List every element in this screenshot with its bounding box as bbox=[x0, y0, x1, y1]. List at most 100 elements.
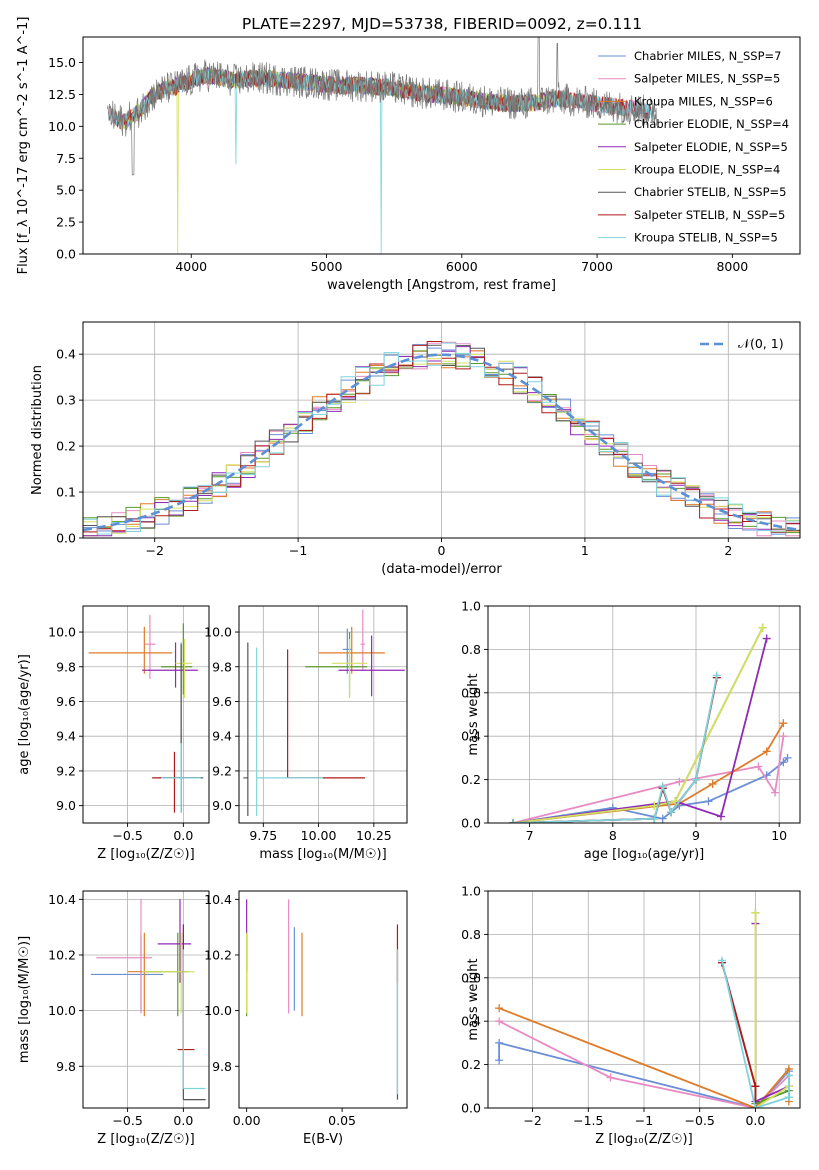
plus-marker bbox=[675, 777, 684, 786]
legend: Chabrier MILES, N_SSP=7 Salpeter MILES, N… bbox=[598, 49, 789, 245]
errorbar-point bbox=[338, 635, 405, 697]
x-tick-label: −1 bbox=[635, 1113, 653, 1128]
y-axis-label: mass weight bbox=[466, 673, 481, 755]
plus-marker bbox=[779, 732, 788, 741]
y-axis-label: Flux [f_λ 10^-17 erg cm^-2 s^-1 A^-1] bbox=[16, 17, 31, 275]
y-tick-label: 9.6 bbox=[56, 694, 76, 709]
y-tick-label: 0.0 bbox=[56, 531, 76, 546]
x-axis-label: Z [log₁₀(Z/Z☉)] bbox=[97, 1132, 194, 1147]
plus-marker bbox=[495, 1004, 504, 1013]
plot-area bbox=[83, 341, 800, 537]
y-tick-label: 10.4 bbox=[204, 892, 232, 907]
plus-marker bbox=[751, 1104, 760, 1108]
plus-marker bbox=[495, 1038, 504, 1047]
y-tick-label: 7.5 bbox=[56, 151, 76, 166]
plus-marker bbox=[783, 753, 792, 762]
errorbar-point bbox=[182, 949, 206, 1090]
chart-spectrum: 4000 5000 6000 7000 8000 0.0 2.5 5.0 7.5 10.0 12.5… bbox=[16, 17, 801, 293]
y-tick-label: 0.2 bbox=[56, 439, 76, 454]
plus-marker bbox=[771, 788, 780, 797]
plus-marker bbox=[762, 747, 771, 756]
y-tick-label: 10.2 bbox=[204, 947, 232, 962]
errorbar-point bbox=[144, 614, 156, 679]
plot-area bbox=[243, 609, 405, 817]
y-tick-label: 0.4 bbox=[461, 1014, 481, 1029]
plus-marker bbox=[762, 634, 771, 643]
y-tick-label: 10.2 bbox=[48, 947, 76, 962]
x-tick-label: 0.05 bbox=[328, 1113, 356, 1128]
y-tick-label: 10.0 bbox=[204, 1003, 232, 1018]
y-tick-label: 0.6 bbox=[461, 970, 481, 985]
x-tick-label: 4000 bbox=[175, 259, 207, 274]
x-axis-label: wavelength [Angstrom, rest frame] bbox=[327, 278, 556, 293]
y-tick-label: 0.4 bbox=[56, 347, 76, 362]
y-tick-label: 9.8 bbox=[56, 1059, 76, 1074]
legend-entry: 𝒩(0, 1) bbox=[738, 336, 784, 351]
y-tick-label: 10.0 bbox=[48, 119, 76, 134]
errorbar-point bbox=[318, 626, 385, 674]
plus-marker bbox=[708, 779, 717, 788]
errorbar-point bbox=[152, 751, 203, 813]
legend-entry: Salpeter ELODIE, N_SSP=5 bbox=[634, 140, 788, 154]
chart-age-vs-mass: 9.75 10.00 10.25 9.0 9.2 9.4 9.6 9.8 10.0 mass [l… bbox=[204, 605, 408, 862]
x-axis-label: mass [log₁₀(M/M☉)] bbox=[259, 847, 386, 862]
y-tick-label: 1.0 bbox=[461, 884, 481, 899]
y-tick-label: 0.4 bbox=[461, 729, 481, 744]
mass-weight-series bbox=[498, 1020, 790, 1108]
mass-weight-series bbox=[512, 675, 718, 823]
chart-residuals: −2 −1 0 1 2 0.0 0.1 0.2 0.3 0.4 (data-model)/error… bbox=[30, 321, 801, 577]
x-tick-label: 9 bbox=[692, 828, 700, 843]
x-tick-label: 10 bbox=[771, 828, 787, 843]
axes-frame bbox=[487, 605, 801, 824]
x-axis-label: age [log₁₀(age/yr)] bbox=[584, 847, 705, 862]
y-axis-label: mass [log₁₀(M/M☉)] bbox=[17, 936, 32, 1063]
y-tick-label: 9.2 bbox=[212, 763, 232, 778]
figure-title: PLATE=2297, MJD=53738, FIBERID=0092, z=0… bbox=[242, 15, 642, 33]
x-tick-label: 5000 bbox=[311, 259, 343, 274]
errorbar-point bbox=[360, 609, 365, 671]
plus-marker bbox=[751, 1082, 760, 1091]
y-tick-label: 2.5 bbox=[56, 215, 76, 230]
plus-marker bbox=[716, 812, 725, 821]
plot-area bbox=[88, 614, 204, 813]
x-tick-label: 0.0 bbox=[745, 1113, 765, 1128]
y-tick-label: 9.2 bbox=[56, 763, 76, 778]
x-tick-label: 9.75 bbox=[249, 828, 277, 843]
x-tick-label: 1 bbox=[581, 543, 589, 558]
y-tick-label: 9.0 bbox=[56, 798, 76, 813]
errorbar-point bbox=[161, 623, 193, 695]
errorbar-point bbox=[157, 899, 192, 983]
y-tick-label: 0.1 bbox=[56, 485, 76, 500]
mass-weight-series bbox=[512, 677, 718, 823]
x-tick-label: 8000 bbox=[716, 259, 748, 274]
y-tick-label: 9.8 bbox=[56, 659, 76, 674]
plus-marker bbox=[508, 819, 517, 823]
errorbar-point bbox=[243, 642, 249, 817]
plus-marker bbox=[692, 775, 700, 784]
y-tick-label: 9.6 bbox=[212, 694, 232, 709]
histogram-step bbox=[83, 342, 800, 537]
errorbar-point bbox=[287, 649, 365, 779]
x-tick-label: 2 bbox=[724, 543, 732, 558]
y-tick-label: 9.4 bbox=[212, 729, 232, 744]
errorbar-point bbox=[96, 899, 153, 1014]
legend-entry: Chabrier MILES, N_SSP=7 bbox=[634, 49, 781, 63]
x-axis-label: (data-model)/error bbox=[381, 562, 502, 577]
mass-weight-series bbox=[754, 912, 790, 1108]
plus-marker bbox=[658, 782, 667, 791]
chart-mass-vs-z: −0.5 0.0 9.8 10.0 10.2 10.4 Z [log₁₀(Z/Z☉)] mas… bbox=[17, 890, 210, 1147]
axes-frame bbox=[238, 890, 408, 1109]
y-tick-label: 0.0 bbox=[461, 1101, 481, 1116]
x-tick-label: 8 bbox=[609, 828, 617, 843]
plus-marker bbox=[779, 719, 788, 728]
y-tick-label: 10.4 bbox=[48, 892, 76, 907]
legend-entry: Kroupa ELODIE, N_SSP=4 bbox=[634, 163, 780, 177]
errorbar-point bbox=[90, 935, 164, 1011]
x-tick-label: 10.25 bbox=[356, 828, 392, 843]
y-tick-label: 9.0 bbox=[212, 798, 232, 813]
plus-marker bbox=[658, 814, 667, 823]
chart-mass-vs-ebv: 0.00 0.05 9.8 10.0 10.2 10.4 E(B-V) bbox=[204, 890, 408, 1147]
y-tick-label: 10.0 bbox=[48, 625, 76, 640]
x-tick-label: 0 bbox=[438, 543, 446, 558]
errorbar-point bbox=[175, 638, 193, 699]
